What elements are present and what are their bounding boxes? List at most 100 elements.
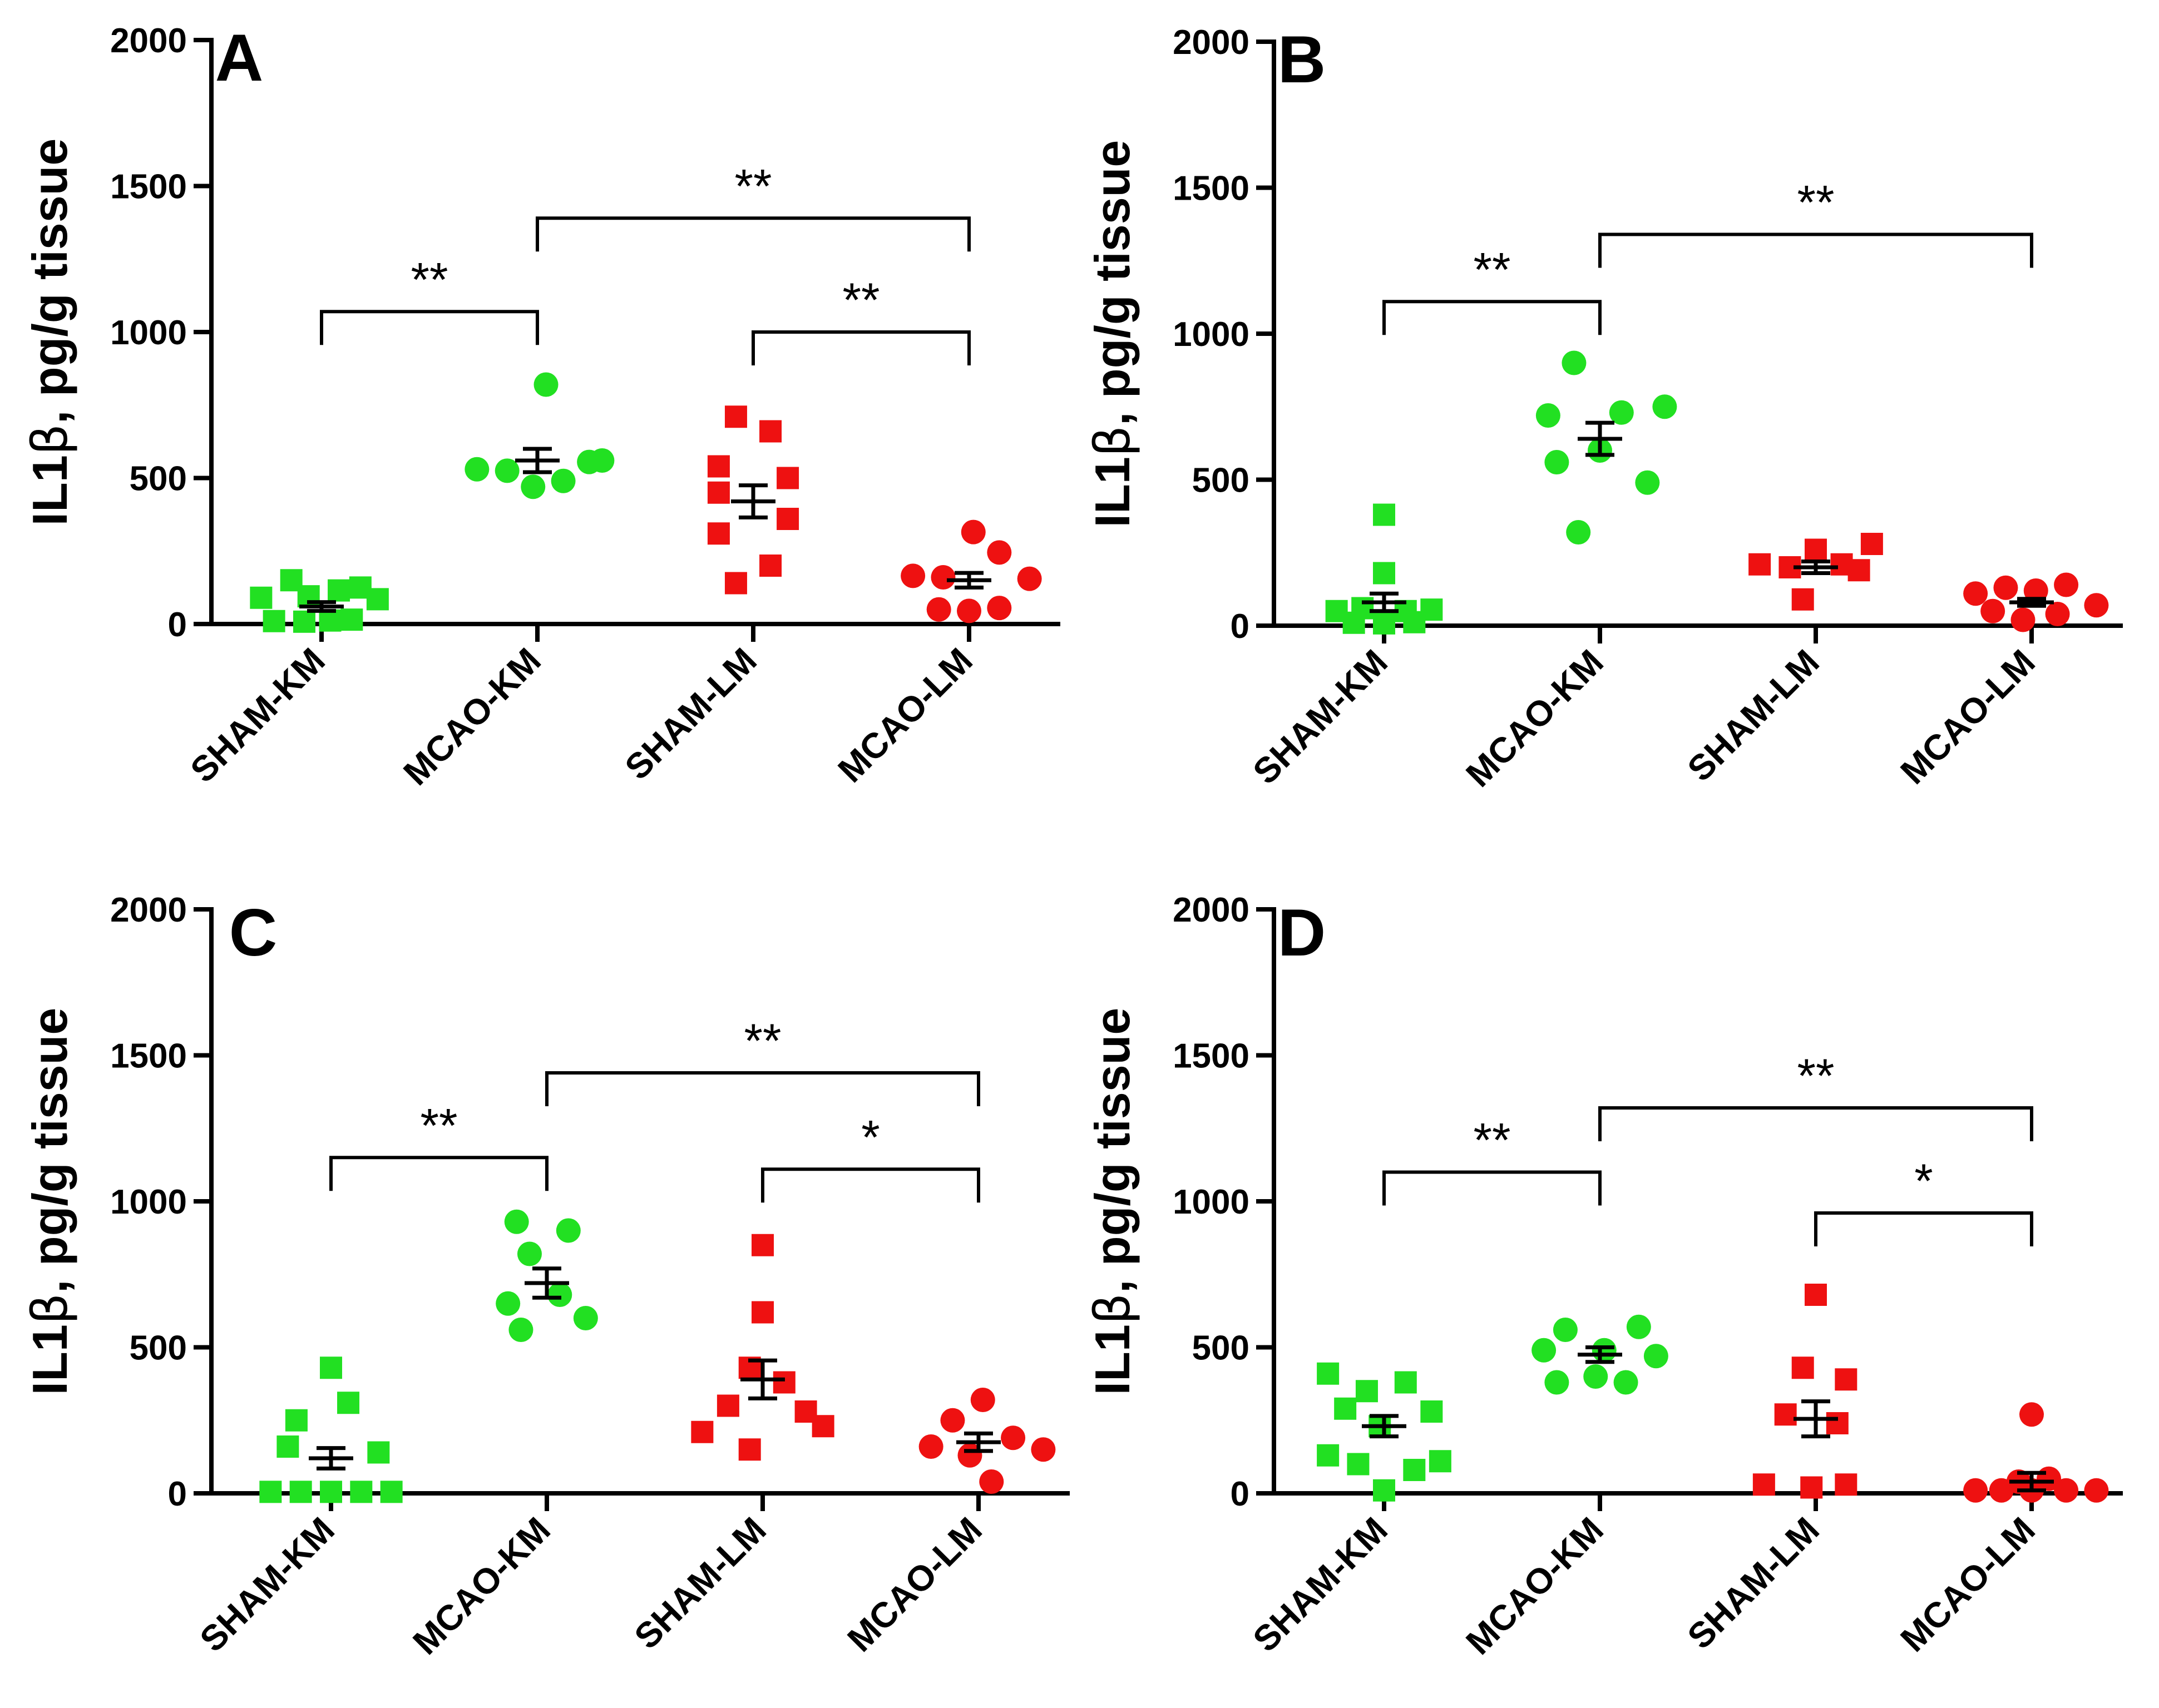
data-point <box>340 608 363 631</box>
data-point <box>1748 553 1771 576</box>
panel-c: C IL1β, pg/g tissue 0 500 1000 1500 2000 SHAM-K… <box>21 891 1070 1662</box>
y-tick-label: 2000 <box>110 22 187 60</box>
data-point <box>724 405 747 428</box>
y-tick-label: 500 <box>130 460 187 498</box>
data-point <box>926 597 951 622</box>
significance-bracket <box>1382 300 1602 335</box>
significance-label: * <box>1914 1155 1933 1208</box>
data-point <box>1835 1368 1857 1391</box>
data-point <box>337 1392 360 1414</box>
data-point <box>2084 593 2109 618</box>
panel-b: B IL1β, pg/g tissue 0 500 1000 1500 2000 SHAM-K… <box>1084 22 2123 795</box>
y-tick-label: 0 <box>1231 1475 1249 1513</box>
data-point <box>773 1371 796 1394</box>
significance-label: * <box>861 1111 880 1164</box>
data-point <box>970 1388 995 1412</box>
data-point <box>777 467 799 489</box>
data-point <box>328 579 350 602</box>
series-sham-km <box>1317 1362 1451 1502</box>
data-point <box>250 586 273 609</box>
data-point <box>320 1357 342 1379</box>
data-point <box>707 481 730 504</box>
data-point <box>759 420 782 443</box>
data-point <box>547 1283 572 1307</box>
data-point <box>1544 450 1569 474</box>
y-axis-label: IL1β, pg/g tissue <box>1084 140 1141 528</box>
data-point <box>1613 1370 1638 1395</box>
significance-bracket <box>545 1071 980 1106</box>
data-point <box>1342 611 1365 634</box>
significance-bracket <box>329 1156 549 1191</box>
x-tick-label: MCAO-KM <box>1458 1509 1611 1662</box>
y-tick-label: 1000 <box>110 1183 187 1221</box>
data-point <box>1752 1473 1775 1496</box>
panel-letter: D <box>1278 895 1326 970</box>
x-tick-label: SHAM-LM <box>1679 642 1827 789</box>
series-sham-lm <box>1748 533 1883 611</box>
data-point <box>1317 1362 1340 1385</box>
data-point <box>691 1420 714 1443</box>
significance-label: ** <box>411 253 448 306</box>
panel-letter: A <box>215 21 264 95</box>
y-axis-label-rest: , pg/g tissue <box>22 138 77 424</box>
data-point <box>1373 503 1395 526</box>
data-point <box>366 588 389 611</box>
data-point <box>573 1306 598 1330</box>
data-point <box>508 1318 533 1342</box>
data-point <box>1531 1338 1557 1363</box>
data-point <box>777 508 799 530</box>
data-point <box>556 1218 581 1243</box>
data-point <box>931 565 956 590</box>
data-point <box>1403 1459 1426 1481</box>
data-point <box>2023 578 2048 603</box>
significance-bracket <box>761 1167 980 1203</box>
panel-letter: B <box>1278 22 1326 97</box>
panel-d: D IL1β, pg/g tissue 0 500 1000 1500 2000 SHAM-K… <box>1084 891 2123 1662</box>
data-point <box>276 1435 299 1458</box>
data-point <box>533 372 559 397</box>
data-point <box>1317 1444 1340 1467</box>
data-point <box>1791 1357 1814 1379</box>
significance-bracket <box>1814 1211 2033 1246</box>
data-point <box>350 1481 373 1503</box>
data-point <box>551 468 576 493</box>
y-axis-label-symbol: β <box>21 1293 78 1324</box>
data-point <box>1592 1338 1617 1363</box>
data-point <box>752 1301 774 1324</box>
panel-letter: C <box>229 895 278 970</box>
significance-label: ** <box>1797 1049 1835 1103</box>
data-point <box>1347 1453 1370 1476</box>
y-tick-label: 2000 <box>110 891 187 929</box>
x-tick-label: SHAM-KM <box>182 640 333 790</box>
data-point <box>521 474 546 499</box>
data-point <box>1609 400 1634 425</box>
data-point <box>2045 602 2070 626</box>
y-axis-label: IL1β, pg/g tissue <box>1084 1008 1141 1395</box>
data-point <box>1553 1318 1578 1342</box>
data-point <box>707 522 730 545</box>
data-point <box>979 1469 1004 1494</box>
data-point <box>1963 1478 1988 1503</box>
y-axis-label-main: IL1 <box>22 455 77 526</box>
data-point <box>918 1434 943 1459</box>
data-point <box>319 609 342 632</box>
y-tick-label: 500 <box>130 1329 187 1368</box>
series-mcao-lm <box>1963 1402 2109 1503</box>
y-axis-label-symbol: β <box>1084 425 1141 457</box>
data-point <box>1800 1476 1823 1499</box>
data-point <box>717 1394 739 1417</box>
data-point <box>504 1209 529 1234</box>
significance-bracket <box>320 310 539 345</box>
series-sham-lm <box>707 405 799 595</box>
y-tick-label: 1500 <box>1173 170 1249 208</box>
data-point <box>1805 538 1827 561</box>
data-point <box>1544 1370 1569 1395</box>
data-point <box>496 1291 521 1316</box>
y-axis-label-main: IL1 <box>1085 1324 1140 1395</box>
data-point <box>1860 533 1883 555</box>
data-point <box>987 596 1012 621</box>
x-tick-label: MCAO-KM <box>405 1509 558 1662</box>
y-axis-label-rest: , pg/g tissue <box>1085 1008 1140 1293</box>
data-point <box>259 1481 282 1503</box>
data-point <box>1963 581 1988 606</box>
